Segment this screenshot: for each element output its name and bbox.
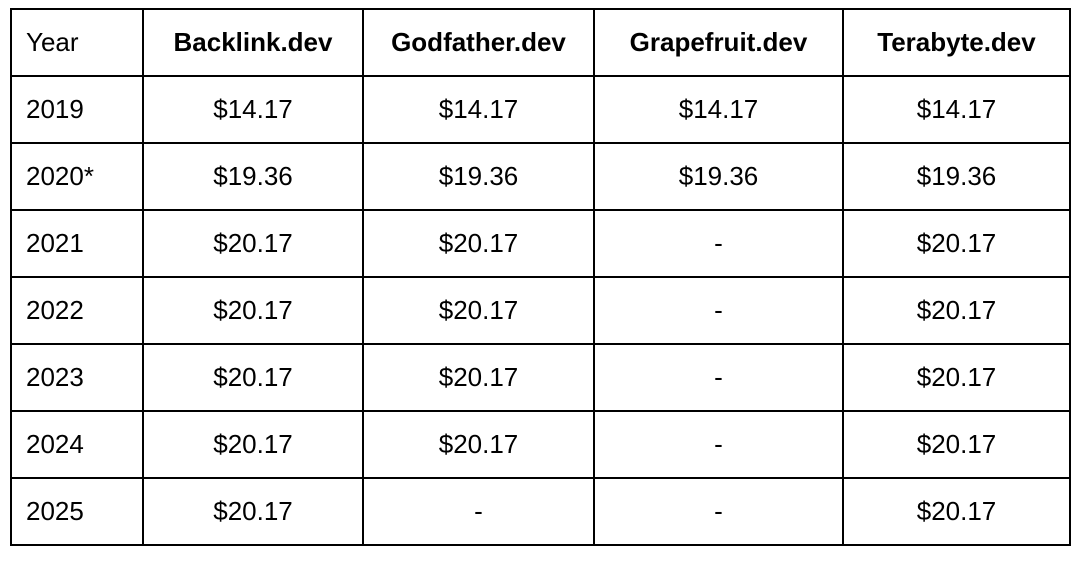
table-row: 2021 $20.17 $20.17- $20.17: [10, 209, 1071, 278]
table-row: 2022 $20.17 $20.17- $20.17: [10, 276, 1071, 345]
price-cell: $20.17: [142, 209, 364, 278]
price-cell: -: [593, 477, 844, 546]
year-cell: 2024: [10, 410, 144, 479]
table-row: 2020* $19.36 $19.36 $19.36 $19.36: [10, 142, 1071, 211]
price-cell: $14.17: [593, 75, 844, 144]
column-header: Grapefruit.dev: [593, 8, 844, 77]
column-header: Year: [10, 8, 144, 77]
column-header: Terabyte.dev: [842, 8, 1071, 77]
price-cell: $20.17: [142, 276, 364, 345]
table-row: 2024 $20.17 $20.17- $20.17: [10, 410, 1071, 479]
table-row: 2025 $20.17- - $20.17: [10, 477, 1071, 546]
price-cell: -: [593, 276, 844, 345]
price-cell: $20.17: [362, 343, 595, 412]
price-cell: $20.17: [142, 410, 364, 479]
price-cell: $20.17: [142, 343, 364, 412]
table-row: 2019 $14.17 $14.17 $14.17 $14.17: [10, 75, 1071, 144]
pricing-table: Year Backlink.dev Godfather.dev Grapefruit.…: [10, 8, 1071, 546]
year-cell: 2020*: [10, 142, 144, 211]
year-cell: 2022: [10, 276, 144, 345]
price-cell: $20.17: [842, 477, 1071, 546]
price-cell: $14.17: [362, 75, 595, 144]
price-cell: -: [362, 477, 595, 546]
year-cell: 2019: [10, 75, 144, 144]
price-cell: -: [593, 343, 844, 412]
price-cell: $20.17: [842, 410, 1071, 479]
price-cell: $20.17: [842, 343, 1071, 412]
table-body: 2019 $14.17 $14.17 $14.17 $14.17 2020* $19.36 $…: [10, 75, 1071, 546]
price-cell: $19.36: [142, 142, 364, 211]
price-cell: $20.17: [362, 276, 595, 345]
header-row: Year Backlink.dev Godfather.dev Grapefruit.…: [10, 8, 1071, 77]
price-cell: $19.36: [842, 142, 1071, 211]
table-row: 2023 $20.17 $20.17- $20.17: [10, 343, 1071, 412]
price-cell: $14.17: [142, 75, 364, 144]
price-cell: -: [593, 410, 844, 479]
year-cell: 2025: [10, 477, 144, 546]
price-cell: $19.36: [362, 142, 595, 211]
year-cell: 2021: [10, 209, 144, 278]
price-cell: $14.17: [842, 75, 1071, 144]
price-cell: -: [593, 209, 844, 278]
price-cell: $19.36: [593, 142, 844, 211]
column-header: Backlink.dev: [142, 8, 364, 77]
price-cell: $20.17: [362, 209, 595, 278]
price-cell: $20.17: [362, 410, 595, 479]
price-cell: $20.17: [142, 477, 364, 546]
column-header: Godfather.dev: [362, 8, 595, 77]
price-cell: $20.17: [842, 276, 1071, 345]
price-cell: $20.17: [842, 209, 1071, 278]
year-cell: 2023: [10, 343, 144, 412]
